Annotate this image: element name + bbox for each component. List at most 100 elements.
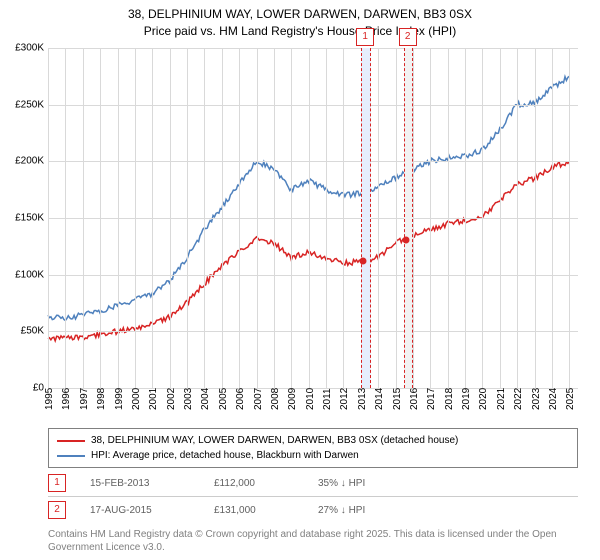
legend-item-hpi: HPI: Average price, detached house, Blac… <box>57 448 569 463</box>
gridline-v <box>465 48 466 388</box>
sale-point <box>403 236 410 243</box>
xtick-label: 2002 <box>166 388 177 410</box>
legend-item-property: 38, DELPHINIUM WAY, LOWER DARWEN, DARWEN… <box>57 433 569 448</box>
sales-table: 1 15-FEB-2013 £112,000 35% ↓ HPI 2 17-AU… <box>48 470 578 523</box>
xtick-label: 2013 <box>357 388 368 410</box>
sale-date: 17-AUG-2015 <box>90 505 190 516</box>
sale-date: 15-FEB-2013 <box>90 478 190 489</box>
xtick-label: 2003 <box>183 388 194 410</box>
gridline-v <box>135 48 136 388</box>
sale-delta: 35% ↓ HPI <box>318 478 418 489</box>
gridline-v <box>552 48 553 388</box>
marker-band-label: 2 <box>399 28 417 46</box>
xtick-label: 1999 <box>114 388 125 410</box>
legend-label-hpi: HPI: Average price, detached house, Blac… <box>91 448 359 463</box>
gridline-v <box>204 48 205 388</box>
legend-label-property: 38, DELPHINIUM WAY, LOWER DARWEN, DARWEN… <box>91 433 458 448</box>
title-line-1: 38, DELPHINIUM WAY, LOWER DARWEN, DARWEN… <box>0 6 600 23</box>
xtick-label: 2011 <box>322 388 333 410</box>
gridline-v <box>378 48 379 388</box>
sale-price: £131,000 <box>214 505 294 516</box>
gridline-v <box>448 48 449 388</box>
xtick-label: 1996 <box>61 388 72 410</box>
xtick-label: 2012 <box>339 388 350 410</box>
gridline-v <box>257 48 258 388</box>
gridline-h <box>48 48 578 49</box>
ytick-label: £200K <box>0 156 44 167</box>
xtick-label: 2017 <box>426 388 437 410</box>
xtick-label: 2020 <box>478 388 489 410</box>
xtick-label: 2004 <box>200 388 211 410</box>
table-row: 2 17-AUG-2015 £131,000 27% ↓ HPI <box>48 497 578 523</box>
xtick-label: 2021 <box>496 388 507 410</box>
xtick-label: 2016 <box>409 388 420 410</box>
gridline-h <box>48 331 578 332</box>
sale-point <box>359 258 366 265</box>
gridline-v <box>170 48 171 388</box>
gridline-v <box>274 48 275 388</box>
xtick-label: 2015 <box>392 388 403 410</box>
plot-area: £0£50K£100K£150K£200K£250K£300K199519961… <box>48 48 578 388</box>
gridline-v <box>535 48 536 388</box>
title-line-2: Price paid vs. HM Land Registry's House … <box>0 23 600 40</box>
chart-container: 38, DELPHINIUM WAY, LOWER DARWEN, DARWEN… <box>0 0 600 560</box>
gridline-h <box>48 218 578 219</box>
sale-marker-2: 2 <box>48 501 66 519</box>
gridline-h <box>48 105 578 106</box>
xtick-label: 2014 <box>374 388 385 410</box>
chart-title: 38, DELPHINIUM WAY, LOWER DARWEN, DARWEN… <box>0 0 600 40</box>
gridline-v <box>482 48 483 388</box>
gridline-v <box>100 48 101 388</box>
gridline-v <box>222 48 223 388</box>
marker-band <box>404 48 413 388</box>
gridline-v <box>309 48 310 388</box>
ytick-label: £50K <box>0 326 44 337</box>
xtick-label: 2007 <box>253 388 264 410</box>
gridline-v <box>343 48 344 388</box>
ytick-label: £0 <box>0 383 44 394</box>
ytick-label: £300K <box>0 43 44 54</box>
xtick-label: 1998 <box>96 388 107 410</box>
gridline-h <box>48 161 578 162</box>
gridline-v <box>83 48 84 388</box>
gridline-v <box>430 48 431 388</box>
gridline-v <box>517 48 518 388</box>
gridline-v <box>118 48 119 388</box>
gridline-v <box>396 48 397 388</box>
gridline-v <box>291 48 292 388</box>
xtick-label: 2018 <box>444 388 455 410</box>
legend-swatch-hpi <box>57 455 85 457</box>
xtick-label: 2010 <box>305 388 316 410</box>
sale-price: £112,000 <box>214 478 294 489</box>
xtick-label: 2000 <box>131 388 142 410</box>
xtick-label: 2019 <box>461 388 472 410</box>
xtick-label: 2001 <box>148 388 159 410</box>
footer-attribution: Contains HM Land Registry data © Crown c… <box>48 524 578 554</box>
xtick-label: 2023 <box>531 388 542 410</box>
xtick-label: 1995 <box>44 388 55 410</box>
legend: 38, DELPHINIUM WAY, LOWER DARWEN, DARWEN… <box>48 428 578 468</box>
sale-delta: 27% ↓ HPI <box>318 505 418 516</box>
xtick-label: 2005 <box>218 388 229 410</box>
ytick-label: £150K <box>0 213 44 224</box>
xtick-label: 2025 <box>565 388 576 410</box>
marker-band <box>361 48 372 388</box>
gridline-h <box>48 275 578 276</box>
gridline-v <box>239 48 240 388</box>
xtick-label: 2009 <box>287 388 298 410</box>
legend-swatch-property <box>57 440 85 442</box>
ytick-label: £100K <box>0 269 44 280</box>
table-row: 1 15-FEB-2013 £112,000 35% ↓ HPI <box>48 470 578 497</box>
gridline-v <box>152 48 153 388</box>
sale-marker-1: 1 <box>48 474 66 492</box>
xtick-label: 1997 <box>79 388 90 410</box>
xtick-label: 2022 <box>513 388 524 410</box>
xtick-label: 2006 <box>235 388 246 410</box>
gridline-v <box>65 48 66 388</box>
marker-band-label: 1 <box>356 28 374 46</box>
xtick-label: 2024 <box>548 388 559 410</box>
gridline-v <box>500 48 501 388</box>
gridline-v <box>187 48 188 388</box>
gridline-v <box>569 48 570 388</box>
gridline-v <box>48 48 49 388</box>
